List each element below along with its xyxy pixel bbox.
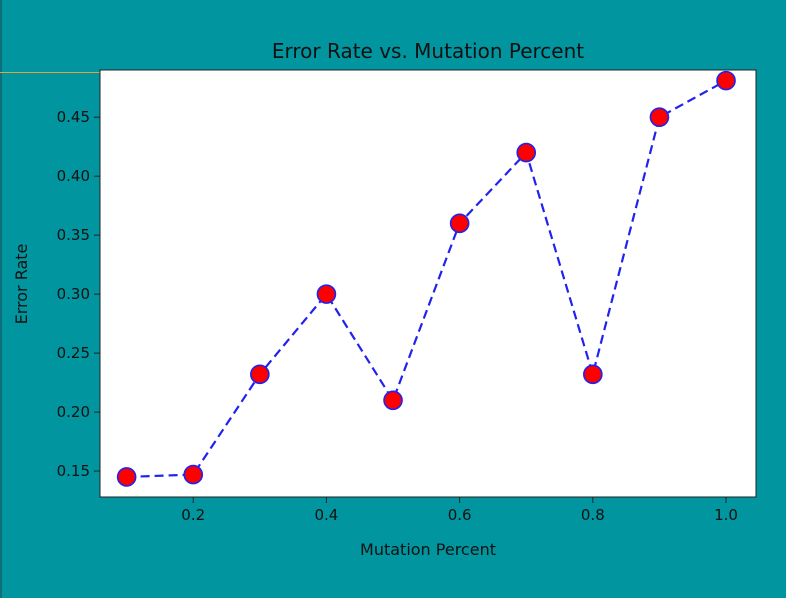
y-tick-label: 0.35: [57, 226, 90, 244]
data-point: [316, 284, 337, 304]
y-tick-label: 0.20: [57, 403, 90, 421]
y-tick-label: 0.25: [57, 344, 90, 362]
data-point: [383, 390, 403, 411]
chart-title: Error Rate vs. Mutation Percent: [272, 39, 584, 63]
x-tick-label: 0.2: [181, 506, 205, 524]
data-point: [449, 213, 470, 234]
y-axis-label: Error Rate: [12, 244, 31, 325]
y-axis: 0.15 0.20 0.25 0.30 0.35 0.40 0.45: [57, 108, 100, 480]
plot-area: [99, 69, 757, 498]
y-tick-label: 0.15: [57, 462, 90, 480]
data-series: [116, 70, 736, 487]
x-tick-label: 0.4: [315, 506, 339, 524]
data-point: [183, 464, 204, 485]
y-tick-label: 0.45: [57, 108, 90, 126]
data-point: [649, 107, 670, 127]
x-axis: 0.2 0.4 0.6 0.8 1.0: [181, 497, 738, 524]
data-point: [516, 142, 537, 163]
y-tick-label: 0.30: [57, 285, 90, 303]
data-point: [116, 467, 137, 487]
x-tick-label: 0.6: [448, 506, 472, 524]
x-axis-label: Mutation Percent: [360, 540, 496, 559]
figure-left-edge: [0, 0, 2, 598]
x-tick-label: 1.0: [714, 506, 738, 524]
y-tick-label: 0.40: [57, 167, 90, 185]
series-line: [126, 79, 727, 478]
x-tick-label: 0.8: [581, 506, 605, 524]
data-point: [250, 364, 270, 385]
data-point: [716, 70, 736, 91]
data-point: [583, 364, 603, 385]
